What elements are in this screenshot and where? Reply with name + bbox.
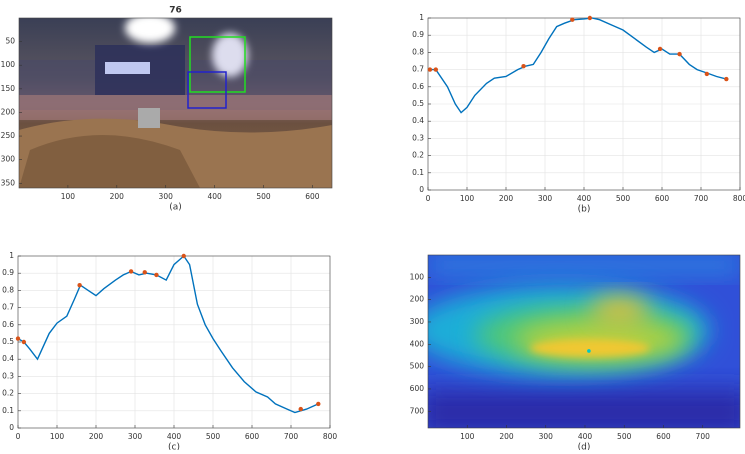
point	[587, 349, 591, 353]
x-tick-label: 400	[578, 432, 593, 441]
x-tick-label: 600	[656, 432, 671, 441]
y-tick-label: 200	[410, 295, 425, 304]
marker	[299, 407, 303, 411]
x-tick-label: 200	[499, 194, 514, 203]
panel-caption: (b)	[578, 205, 591, 215]
y-tick-label: 0.5	[412, 99, 424, 108]
marker	[182, 254, 186, 258]
x-tick-label: 0	[426, 194, 431, 203]
x-tick-label: 200	[110, 192, 125, 201]
x-tick-label: 700	[694, 194, 709, 203]
x-tick-label: 600	[305, 192, 320, 201]
x-tick-label: 500	[617, 432, 632, 441]
x-tick-label: 500	[206, 432, 221, 441]
marker	[154, 273, 158, 277]
x-tick-label: 500	[616, 194, 631, 203]
x-tick-label: 400	[207, 192, 222, 201]
x-tick-label: 700	[284, 432, 299, 441]
y-tick-label: 0	[9, 423, 14, 432]
y-tick-label: 0.3	[412, 133, 424, 142]
y-tick-label: 150	[1, 84, 16, 93]
y-tick-label: 100	[410, 272, 425, 281]
x-tick-label: 100	[61, 192, 76, 201]
y-tick-label: 700	[410, 406, 425, 415]
marker	[428, 67, 432, 71]
x-tick-label: 200	[499, 432, 514, 441]
marker	[434, 67, 438, 71]
y-tick-label: 0.4	[412, 116, 424, 125]
marker	[521, 64, 525, 68]
y-tick-label: 0.7	[2, 303, 14, 312]
y-tick-label: 350	[1, 178, 16, 187]
marker	[677, 52, 681, 56]
marker	[724, 77, 728, 81]
y-tick-label: 0.8	[2, 285, 14, 294]
marker	[16, 336, 20, 340]
x-tick-label: 600	[655, 194, 670, 203]
heatmap-image	[410, 255, 745, 435]
y-tick-label: 0.2	[2, 389, 14, 398]
y-tick-label: 300	[1, 155, 16, 164]
y-tick-label: 0.6	[2, 320, 14, 329]
y-tick-label: 0.4	[2, 354, 14, 363]
y-tick-label: 200	[1, 107, 16, 116]
y-tick-label: 0.1	[412, 168, 424, 177]
panel-caption: (a)	[169, 203, 182, 213]
panel-caption: (c)	[168, 443, 180, 451]
y-tick-label: 500	[410, 362, 425, 371]
y-tick-label: 0.3	[2, 371, 14, 380]
x-tick-label: 800	[323, 432, 338, 441]
y-tick-label: 0.6	[412, 82, 424, 91]
y-tick-label: 300	[410, 317, 425, 326]
x-tick-label: 700	[696, 432, 711, 441]
panel-caption: (d)	[578, 443, 591, 451]
marker	[570, 18, 574, 22]
x-tick-label: 400	[167, 432, 182, 441]
x-tick-label: 800	[733, 194, 745, 203]
x-tick-label: 300	[128, 432, 143, 441]
y-tick-label: 0.8	[412, 47, 424, 56]
x-tick-label: 100	[460, 432, 475, 441]
y-tick-label: 0.9	[2, 268, 14, 277]
marker	[316, 402, 320, 406]
y-tick-label: 0.1	[2, 406, 14, 415]
x-tick-label: 200	[89, 432, 104, 441]
figure: 1002003004005006005010015020025030035076…	[0, 0, 745, 450]
y-tick-label: 1	[9, 251, 14, 260]
marker	[143, 270, 147, 274]
marker	[77, 283, 81, 287]
x-tick-label: 500	[256, 192, 271, 201]
marker	[705, 72, 709, 76]
x-tick-label: 300	[538, 194, 553, 203]
y-tick-label: 0.7	[412, 65, 424, 74]
y-tick-label: 50	[5, 37, 15, 46]
y-tick-label: 250	[1, 131, 16, 140]
marker	[129, 269, 133, 273]
y-tick-label: 0	[419, 185, 424, 194]
x-tick-label: 600	[245, 432, 260, 441]
line	[18, 256, 318, 413]
y-tick-label: 400	[410, 339, 425, 348]
panel-title: 76	[169, 6, 182, 16]
marker	[22, 340, 26, 344]
y-tick-label: 0.5	[2, 337, 14, 346]
y-tick-label: 1	[419, 13, 424, 22]
marker	[658, 47, 662, 51]
x-tick-label: 300	[159, 192, 174, 201]
line	[428, 18, 726, 113]
photo	[19, 13, 332, 188]
x-tick-label: 0	[16, 432, 21, 441]
x-tick-label: 100	[50, 432, 65, 441]
x-tick-label: 400	[577, 194, 592, 203]
x-tick-label: 300	[539, 432, 554, 441]
y-tick-label: 0.2	[412, 151, 424, 160]
y-tick-label: 100	[1, 60, 16, 69]
marker	[588, 16, 592, 20]
x-tick-label: 100	[460, 194, 475, 203]
y-tick-label: 0.9	[412, 30, 424, 39]
y-tick-label: 600	[410, 384, 425, 393]
